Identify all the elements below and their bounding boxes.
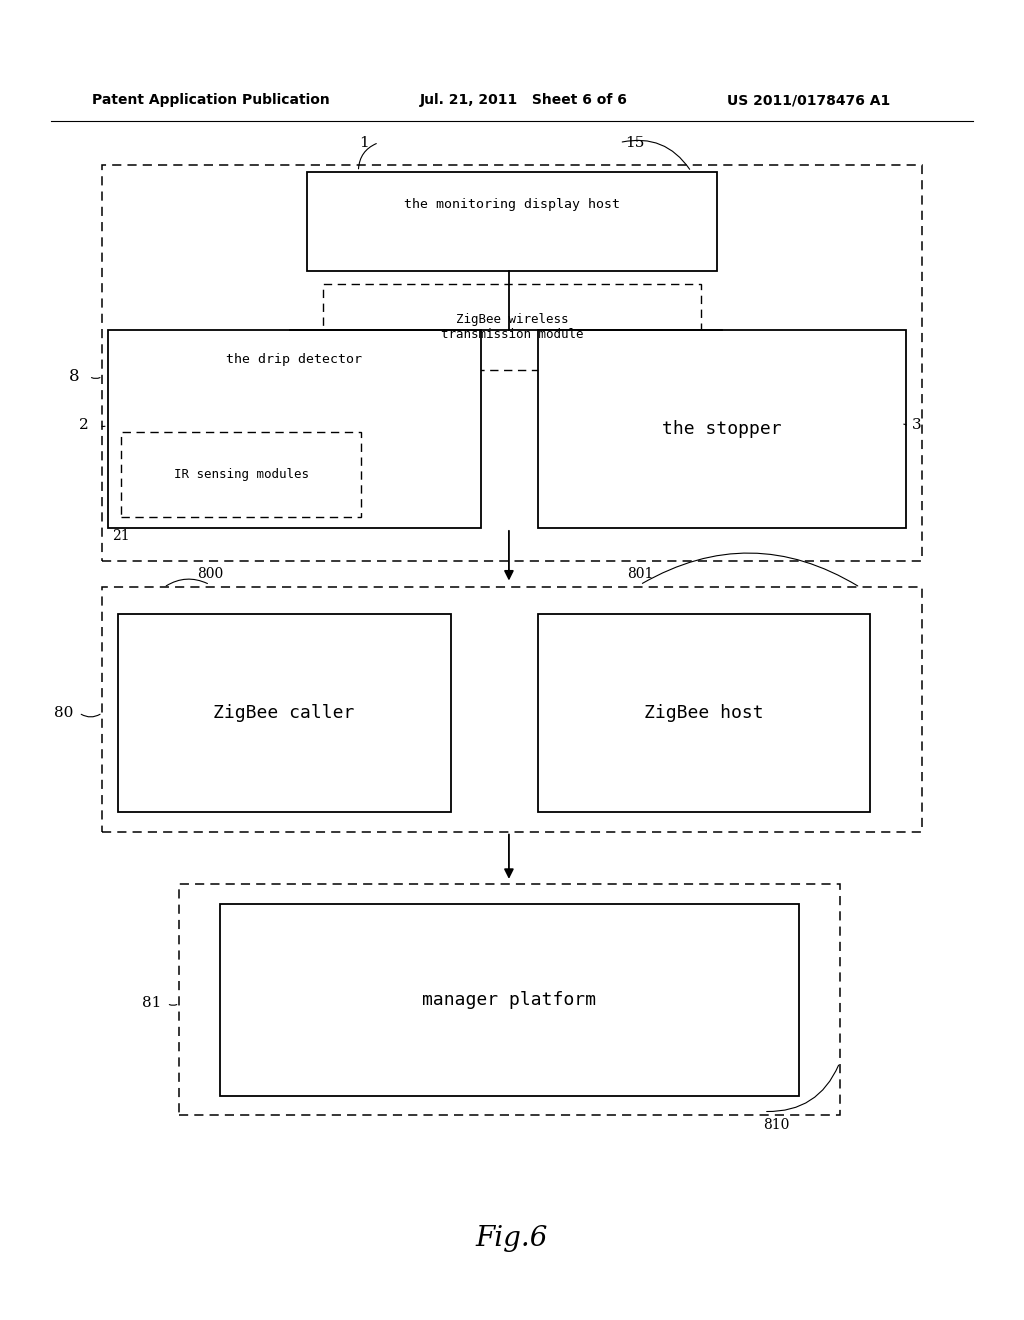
Bar (538, 614, 870, 812)
Text: 3: 3 (911, 418, 922, 432)
Text: 810: 810 (763, 1118, 790, 1131)
Text: the monitoring display host: the monitoring display host (404, 198, 620, 211)
Text: 8: 8 (69, 368, 79, 384)
Bar (121, 432, 361, 517)
Bar (538, 330, 906, 528)
Text: 21: 21 (112, 529, 130, 543)
Text: US 2011/0178476 A1: US 2011/0178476 A1 (727, 94, 890, 107)
Text: manager platform: manager platform (423, 991, 596, 1008)
Text: Patent Application Publication: Patent Application Publication (92, 94, 330, 107)
Text: 80: 80 (54, 706, 73, 719)
Text: IR sensing modules: IR sensing modules (174, 469, 308, 480)
Text: ZigBee host: ZigBee host (644, 704, 764, 722)
Text: 800: 800 (197, 568, 223, 581)
Bar (102, 165, 922, 561)
Bar (118, 614, 451, 812)
Text: 81: 81 (142, 997, 161, 1010)
Bar (108, 330, 481, 528)
Text: 15: 15 (626, 136, 644, 149)
Text: 1: 1 (358, 136, 369, 149)
Bar (179, 884, 840, 1115)
Text: ZigBee caller: ZigBee caller (213, 704, 355, 722)
Text: the stopper: the stopper (663, 420, 781, 438)
Text: the drip detector: the drip detector (226, 352, 362, 366)
Bar (307, 172, 717, 271)
Text: 2: 2 (79, 418, 89, 432)
Bar (220, 904, 799, 1096)
Bar (102, 587, 922, 832)
Text: Jul. 21, 2011   Sheet 6 of 6: Jul. 21, 2011 Sheet 6 of 6 (420, 94, 628, 107)
Text: ZigBee wireless
transmission module: ZigBee wireless transmission module (440, 313, 584, 341)
Text: 801: 801 (627, 568, 653, 581)
Bar (323, 284, 701, 370)
Text: Fig.6: Fig.6 (476, 1225, 548, 1251)
